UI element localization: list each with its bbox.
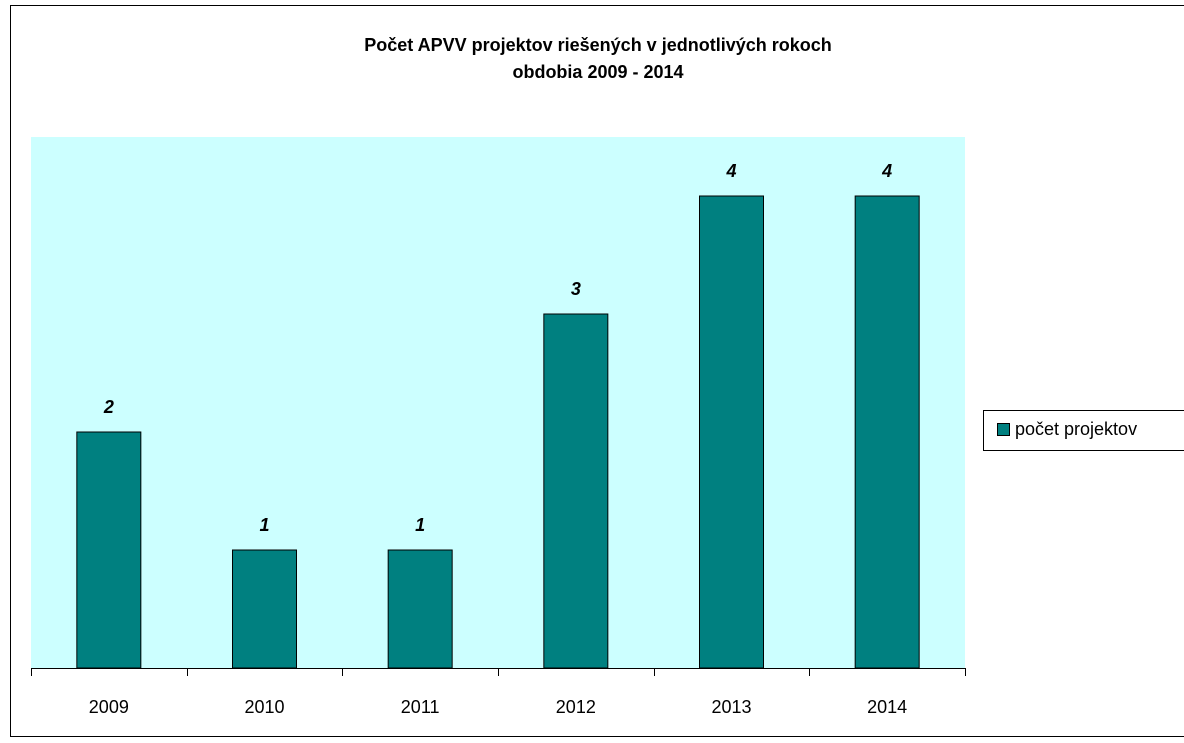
data-label: 1 [415,515,425,535]
data-label: 2 [103,397,114,417]
bar [232,549,297,669]
data-label: 3 [571,279,581,299]
chart-title: Počet APVV projektov riešených v jednotl… [364,35,831,55]
legend-box [983,410,1184,451]
bar [854,195,920,669]
bar [387,549,453,669]
data-label: 4 [881,161,892,181]
bar [543,313,609,669]
bar [76,431,142,669]
x-tick-label: 2009 [89,697,129,717]
x-tick-label: 2010 [244,697,284,717]
plot-area [31,137,965,668]
legend-swatch [997,423,1010,436]
bar [699,195,764,669]
legend-label: počet projektov [1015,419,1137,439]
x-tick-label: 2012 [556,697,596,717]
x-tick-label: 2013 [711,697,751,717]
chart-title: obdobia 2009 - 2014 [512,62,683,82]
data-label: 1 [259,515,269,535]
x-tick-label: 2014 [867,697,907,717]
data-label: 4 [725,161,736,181]
x-tick-label: 2011 [401,697,440,717]
